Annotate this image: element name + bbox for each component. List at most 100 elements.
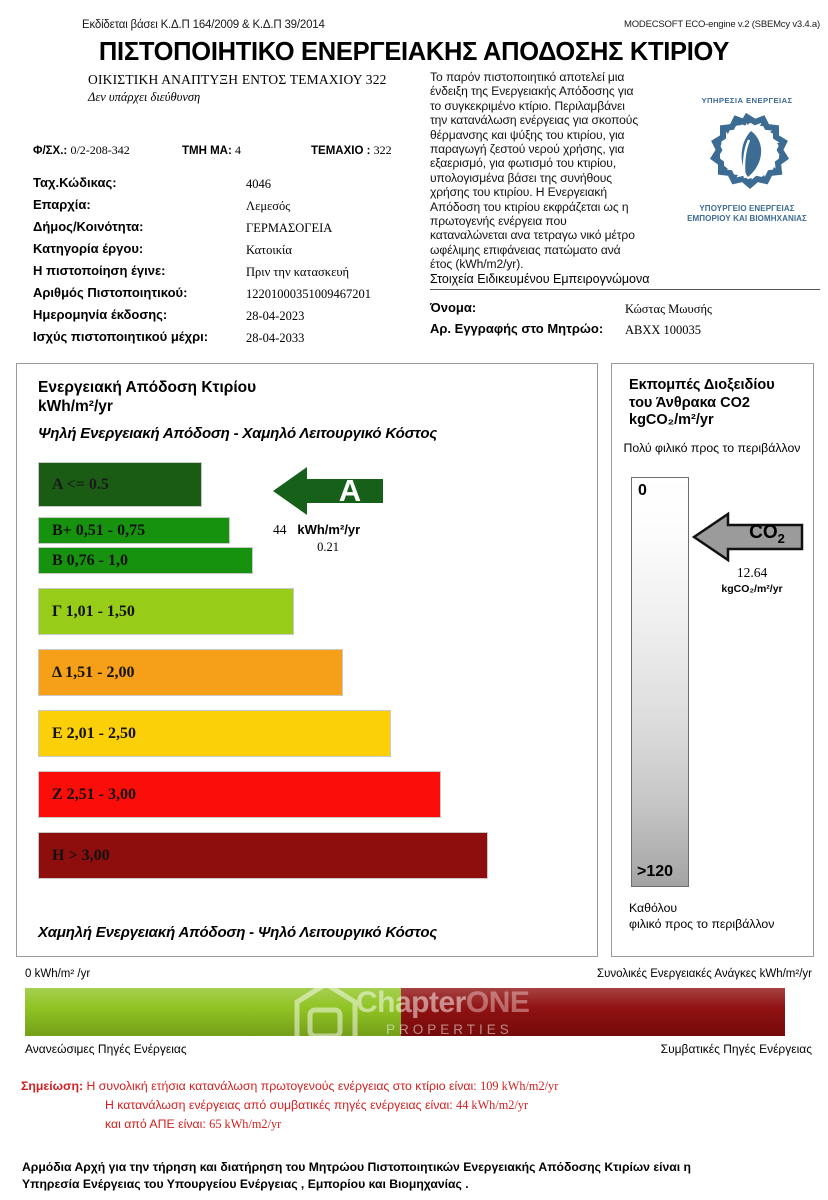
co2-emissions-panel: Εκπομπές Διοξειδίου του Άνθρακα CO2 kgCO… [611, 363, 814, 957]
co2-arrow-label-sub: 2 [777, 530, 785, 546]
co2-unit: kgCO₂/m²/yr [721, 583, 783, 595]
expert-value: ΑΒΧΧ 100035 [625, 323, 702, 337]
note-line2-text: Η κατανάλωση ενέργειας από συμβατικές πη… [105, 1098, 453, 1112]
rating-bar-label: B+ 0,51 - 0,75 [52, 521, 146, 539]
note-line1-text: Η συνολική ετήσια κατανάλωση πρωτογενούς… [86, 1079, 477, 1093]
info-value: Λεμεσός [246, 199, 291, 213]
low-performance-label: Χαμηλή Ενεργειακή Απόδοση - Ψηλό Λειτουρ… [38, 924, 438, 941]
rating-bar-B: B 0,76 - 1,0 [38, 547, 253, 574]
logo-bottom-line1: ΥΠΟΥΡΓΕΙΟ ΕΝΕΡΓΕΙΑΣ [699, 204, 795, 213]
energy-rating-bars: A <= 0.5 B+ 0,51 - 0,75 B 0,76 - 1,0 Γ 1,01… [38, 462, 578, 879]
rating-bar-label: Δ 1,51 - 2,00 [52, 663, 135, 681]
expert-value: Κώστας Μωυσής [625, 302, 712, 316]
co2-title-line1: Εκπομπές Διοξειδίου [629, 377, 775, 393]
info-label: Ταχ.Κώδικας: [33, 175, 117, 190]
left-arrow-icon [691, 511, 804, 563]
co2-bottom-note: Καθόλου φιλικό προς το περιβάλλον [629, 901, 774, 932]
project-name: ΟΙΚΙΣΤΙΚΗ ΑΝΑΠΤΥΞΗ ΕΝΤΟΣ ΤΕΜΑΧΙΟΥ 322 [88, 72, 387, 87]
footer-line1: Αρμόδια Αρχή για την τήρηση και διατήρησ… [22, 1160, 691, 1174]
info-label: Επαρχία: [33, 197, 91, 212]
parcel-sheet: Φ/ΣΧ.: 0/2-208-342 [33, 143, 130, 158]
intro-paragraph: Το παρόν πιστοποιητικό αποτελεί μια ένδε… [430, 70, 639, 272]
rating-bar-label: H > 3,00 [52, 846, 110, 864]
energy-title-line2: kWh/m²/yr [38, 398, 113, 415]
info-row: Ταχ.Κώδικας: 4046 [33, 175, 423, 197]
info-label: Ημερομηνία έκδοσης: [33, 307, 168, 322]
expert-section-title: Στοιχεία Ειδικευμένου Εμπειρογνώμονα [430, 272, 820, 290]
co2-value-arrow: CO2 [691, 511, 804, 563]
co2-title-line2: του Άνθρακα CO2 [629, 394, 750, 411]
info-row: Αριθμός Πιστοποιητικού: 12201000351009467… [33, 285, 423, 307]
footer-text: Αρμόδια Αρχή για την τήρηση και διατήρησ… [22, 1159, 812, 1193]
parcel-section-value: 4 [235, 143, 242, 157]
rating-bar-Γ: Γ 1,01 - 1,50 [38, 588, 294, 635]
parcel-sheet-value: 0/2-208-342 [70, 143, 130, 157]
legal-basis-text: Εκδίδεται βάσει Κ.Δ.Π 164/2009 & Κ.Δ.Π 3… [82, 19, 325, 31]
rating-index-value: 0.21 [317, 540, 339, 554]
info-row: Δήμος/Κοινότητα: ΓΕΡΜΑΣΟΓΕΙΑ [33, 219, 423, 241]
info-value: 28-04-2033 [246, 331, 305, 345]
logo-top-label: ΥΠΗΡΕΣΙΑ ΕΝΕΡΓΕΙΑΣ [701, 96, 793, 105]
rating-bar-H: H > 3,00 [38, 832, 488, 879]
gear-leaf-icon [709, 112, 790, 189]
info-value: 28-04-2023 [246, 309, 305, 323]
totals-title: Συνολικές Ενεργειακές Ανάγκες kWh/m²/yr [597, 968, 812, 980]
rating-bar-label: Γ 1,01 - 1,50 [52, 602, 135, 620]
co2-bottom-note-line2: φιλικό προς το περιβάλλον [629, 916, 775, 931]
note-label: Σημείωση: [21, 1079, 84, 1093]
info-value: Πριν την κατασκευή [246, 265, 350, 279]
footer-line2: Υπηρεσία Ενέργειας του Υπουργείου Ενέργε… [22, 1177, 469, 1191]
co2-arrow-label-text: CO [749, 522, 778, 543]
building-info-list: Ταχ.Κώδικας: 4046 Επαρχία: Λεμεσός Δήμος/Κοι… [33, 175, 423, 351]
conventional-sources-label: Συμβατικές Πηγές Ενέργειας [660, 1042, 812, 1056]
info-value: Κατοικία [246, 243, 292, 257]
note-line2-value: 44 kWh/m2/yr [456, 1098, 529, 1112]
totals-zero-label: 0 kWh/m² /yr [25, 968, 91, 980]
info-row: Ημερομηνία έκδοσης: 28-04-2023 [33, 307, 423, 329]
logo-bottom-line2: ΕΜΠΟΡΙΟΥ ΚΑΙ ΒΙΟΜΗΧΑΝΙΑΣ [687, 214, 807, 223]
note-block: Σημείωση: Η συνολική ετήσια κατανάλωση π… [21, 1077, 558, 1134]
expert-label: Όνομα: [430, 300, 477, 315]
co2-panel-title: Εκπομπές Διοξειδίου του Άνθρακα CO2 kgCO… [629, 377, 775, 430]
rating-value: 44 [273, 522, 287, 537]
co2-top-note: Πολύ φιλικό προς το περιβάλλον [623, 441, 801, 455]
expert-label: Αρ. Εγγραφής στο Μητρώο: [430, 321, 604, 336]
info-value: ΓΕΡΜΑΣΟΓΕΙΑ [246, 221, 333, 235]
totals-bar-graphic [25, 988, 785, 1036]
parcel-section: ΤΜΗ ΜΑ: 4 [182, 143, 241, 158]
rating-bar-Z: Z 2,51 - 3,00 [38, 771, 441, 818]
parcel-plot-value: 322 [373, 143, 392, 157]
info-label: Ισχύς πιστοποιητικού μέχρι: [33, 329, 209, 344]
rating-bar-B+: B+ 0,51 - 0,75 [38, 517, 230, 544]
ministry-logo: ΥΠΗΡΕΣΙΑ ΕΝΕΡΓΕΙΑΣ ΥΠΟΥΡΓΕΙΟ ΕΝΕΡΓΕΙΑΣ Ε… [672, 96, 822, 224]
engine-version-text: MODECSOFT ECO-engine v.2 (SBEMcy v3.4.a) [624, 19, 820, 30]
rating-letter: A [338, 473, 362, 508]
parcel-sheet-label: Φ/ΣΧ.: [33, 145, 68, 157]
rating-bar-label: E 2,01 - 2,50 [52, 724, 136, 742]
current-rating-arrow: A [273, 465, 383, 517]
info-row: Ισχύς πιστοποιητικού μέχρι: 28-04-2033 [33, 329, 423, 351]
rating-value-row: 44 kWh/m²/yr [273, 522, 453, 538]
rating-bar-label: A <= 0.5 [52, 475, 109, 493]
info-label: Δήμος/Κοινότητα: [33, 219, 144, 234]
info-value: 4046 [246, 177, 271, 191]
expert-row: Όνομα: Κώστας Μωυσής [430, 300, 820, 321]
note-line-1: Σημείωση: Η συνολική ετήσια κατανάλωση π… [21, 1077, 558, 1096]
project-address: Δεν υπάρχει διεύθυνση [88, 90, 201, 104]
parcel-plot-label: ΤΕΜΑΧΙΟ : [311, 145, 371, 157]
rating-bar-E: E 2,01 - 2,50 [38, 710, 391, 757]
energy-title-line1: Ενεργειακή Απόδοση Κτιρίου [38, 379, 257, 396]
info-label: Η πιστοποίηση έγινε: [33, 263, 166, 278]
co2-value: 12.64 [736, 565, 768, 580]
info-row: Επαρχία: Λεμεσός [33, 197, 423, 219]
info-label: Αριθμός Πιστοποιητικού: [33, 285, 188, 300]
rating-bar-A: A <= 0.5 [38, 462, 202, 507]
rating-bar-label: B 0,76 - 1,0 [52, 551, 128, 569]
co2-gradient-scale: 0 >120 [631, 477, 689, 887]
info-value: 12201000351009467201 [246, 287, 371, 301]
note-line1-value: 109 kWh/m2/yr [480, 1079, 559, 1093]
parcel-section-label: ΤΜΗ ΜΑ: [182, 145, 232, 157]
rating-bar-label: Z 2,51 - 3,00 [52, 785, 136, 803]
note-line3-value: 65 kWh/m2/yr [209, 1117, 282, 1131]
rating-unit: kWh/m²/yr [297, 522, 361, 537]
